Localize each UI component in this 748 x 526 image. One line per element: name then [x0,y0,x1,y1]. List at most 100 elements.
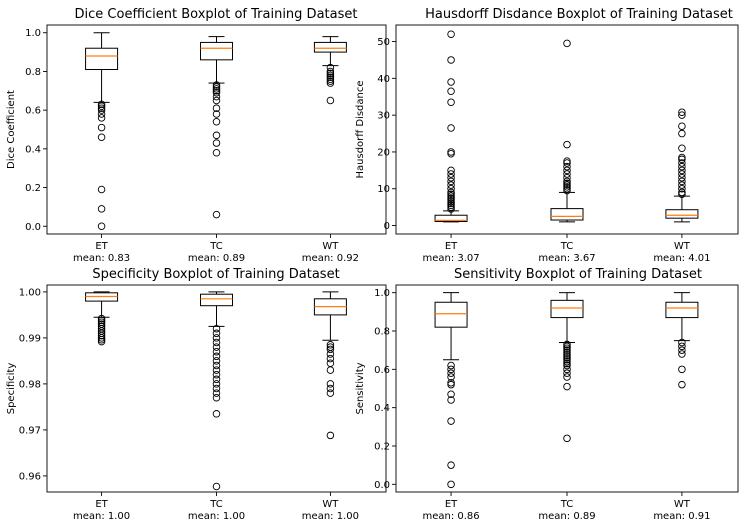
specificity-y-axis-label: Specificity [6,363,17,415]
sensitivity-mean-label: mean: 0.86 [422,511,479,522]
outlier-point [212,148,221,157]
hausdorff-y-tick-label: 40 [377,74,390,85]
specificity-panel: Specificity Boxplot of Training Dataset … [6,267,387,522]
outlier-point [678,184,686,193]
outlier-point [563,184,571,193]
specificity-x-tick-label: ET [95,499,108,510]
outlier-point [678,155,686,164]
dice-y-tick-label: 0.8 [25,67,41,78]
dice-x-tick-label: ET [95,241,108,252]
outlier-point [212,366,221,374]
outlier-point [447,78,455,86]
outlier-point [447,379,455,387]
outlier-point [563,173,571,182]
outlier-point [678,342,686,351]
outlier-point [447,201,455,210]
outlier-point [678,350,686,358]
outlier-point [212,88,221,97]
dice-y-axis-label: Dice Coefficient [6,90,17,169]
outlier-point [563,350,571,358]
outlier-point [678,108,686,116]
outlier-point [212,389,221,397]
outlier-point [212,338,221,347]
outlier-point [212,110,221,118]
specificity-y-tick-label: 0.99 [19,333,41,344]
hausdorff-mean-label: mean: 3.07 [422,253,479,264]
outlier-point [678,173,686,182]
iqr-box [434,214,468,222]
sensitivity-chart-title: Sensitivity Boxplot of Training Dataset [454,267,702,282]
specificity-mean-label: mean: 1.00 [302,511,359,522]
outlier-point [212,118,221,126]
outlier-point [326,384,335,393]
outlier-point [447,166,455,175]
sensitivity-x-tick-label: WT [674,499,691,510]
outlier-point [447,181,455,189]
sensitivity-y-tick-label: 0.8 [374,327,390,338]
outlier-point [447,188,455,197]
outlier-point [212,357,221,365]
outlier-point [326,73,335,81]
sensitivity-mean-label: mean: 0.91 [653,511,710,522]
hausdorff-y-tick-label: 20 [377,147,390,158]
iqr-box [550,299,584,319]
outlier-point [678,177,686,186]
outlier-point [447,150,455,158]
specificity-mean-label: mean: 1.00 [73,511,130,522]
outlier-point [678,129,686,138]
outlier-point [563,352,571,360]
outlier-point [326,69,335,78]
outlier-point [678,380,686,389]
outlier-point [326,71,335,80]
iqr-box [434,301,468,328]
outlier-point [97,106,106,114]
outlier-point [212,347,221,356]
hausdorff-mean-label: mean: 4.01 [653,253,710,264]
outlier-point [447,56,455,64]
outlier-point [447,192,455,200]
outlier-point [326,345,335,354]
outlier-point [212,352,221,361]
outlier-point [212,104,221,112]
dice-y-tick-label: 0.4 [25,144,41,155]
outlier-point [212,380,221,388]
iqr-box [200,293,233,307]
outlier-point [212,361,221,370]
outlier-point [678,144,686,153]
specificity-y-tick-label: 1.00 [19,287,41,298]
outlier-point [326,380,335,388]
hausdorff-x-tick-label: WT [674,241,691,252]
outlier-point [97,316,106,325]
outlier-point [447,480,455,489]
specificity-y-tick-label: 0.96 [19,471,41,482]
outlier-point [447,148,455,156]
dice-x-tick-label: WT [322,241,339,252]
outlier-point [97,133,106,141]
outlier-point [563,344,571,353]
outlier-point [97,314,106,323]
outlier-point [326,77,335,85]
dice-box-et [85,32,119,231]
outlier-point [97,334,106,342]
outlier-point [447,184,455,193]
outlier-point [678,122,686,130]
outlier-point [212,375,221,384]
outlier-point [97,222,106,231]
outlier-point [97,331,106,340]
specificity-x-tick-label: TC [209,499,223,510]
outlier-point [563,170,571,178]
outlier-point [563,359,571,368]
dice-box-tc [200,36,233,219]
dice-chart-title: Dice Coefficient Boxplot of Training Dat… [75,7,358,22]
outlier-point [678,111,686,119]
sensitivity-y-tick-label: 1.0 [374,288,390,299]
hausdorff-y-tick-label: 10 [377,184,390,195]
outlier-point [447,87,455,95]
hausdorff-y-tick-label: 50 [377,37,390,48]
outlier-point [678,346,686,354]
outlier-point [678,166,686,175]
hausdorff-box-tc [550,39,584,223]
outlier-point [563,369,571,377]
